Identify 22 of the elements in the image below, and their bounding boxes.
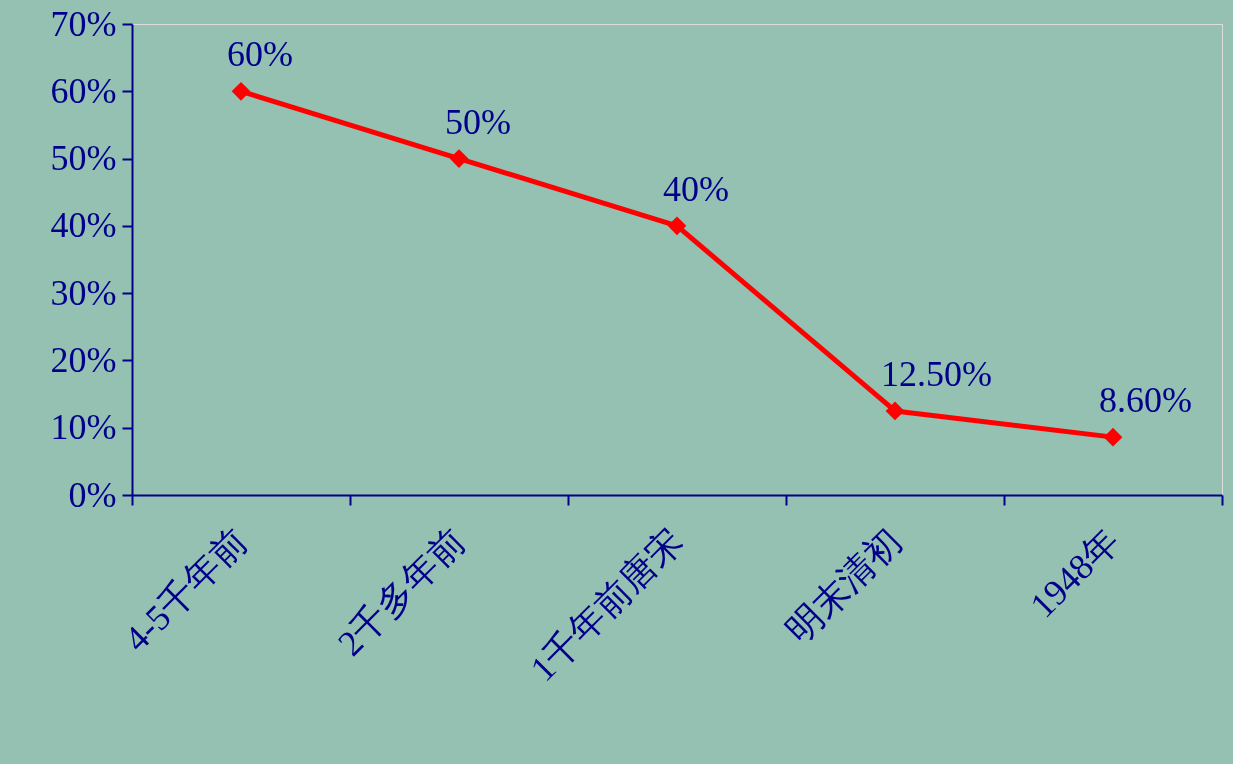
y-tick-label: 30% — [50, 272, 117, 313]
data-label: 60% — [227, 34, 293, 75]
y-tick-label: 60% — [50, 70, 117, 111]
data-label: 40% — [663, 168, 729, 209]
y-tick-label: 0% — [68, 474, 117, 515]
x-tick-label: 4-5千年前 — [116, 520, 255, 660]
point — [231, 81, 251, 101]
y-tick-label: 10% — [50, 407, 117, 448]
data-label: 50% — [445, 101, 511, 142]
point — [667, 216, 687, 236]
point — [1103, 427, 1123, 447]
x-tick-label: 1千年前唐宋 — [522, 520, 691, 689]
y-tick-label: 40% — [50, 205, 117, 246]
data-label: 12.50% — [881, 353, 992, 394]
y-tick-label: 50% — [50, 138, 117, 179]
x-tick-label: 明末清初 — [778, 520, 909, 651]
data-label: 8.60% — [1099, 380, 1192, 421]
point — [885, 401, 905, 421]
y-tick-label: 70% — [50, 3, 117, 44]
x-tick-label: 2千多年前 — [330, 520, 473, 664]
point — [449, 149, 469, 168]
y-tick-label: 20% — [50, 339, 117, 380]
